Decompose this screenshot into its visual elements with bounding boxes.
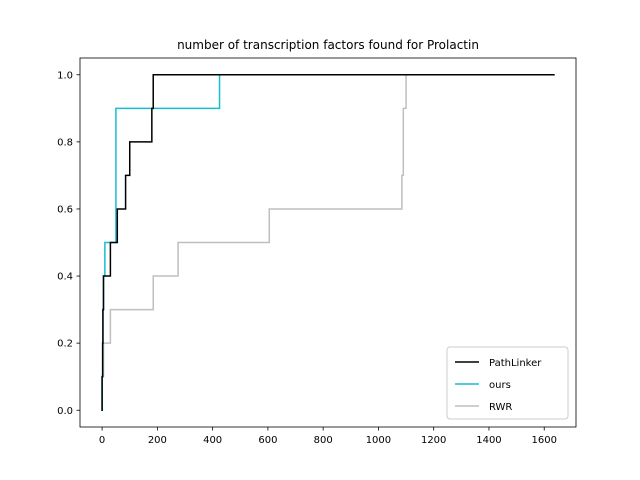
x-tick-label: 0 (99, 435, 105, 446)
x-tick-label: 600 (258, 435, 277, 446)
y-tick-label: 0.2 (57, 339, 73, 350)
legend-label-ours: ours (489, 380, 511, 391)
series-line-pathlinker (101, 74, 555, 411)
plot-lines (101, 74, 555, 411)
axes: 0 200 400 600 800 1000 1200 1400 1600 0.0 0.2 0.4 0.… (57, 57, 577, 446)
y-tick-label: 0.6 (57, 205, 73, 216)
x-tick-label: 1400 (476, 435, 501, 446)
chart-title: number of transcription factors found fo… (177, 38, 479, 52)
x-tick-label: 1200 (421, 435, 446, 446)
x-tick-label: 1600 (531, 435, 556, 446)
x-tick-label: 800 (314, 435, 333, 446)
x-tick-label: 200 (148, 435, 167, 446)
legend-label-rwr: RWR (489, 402, 512, 413)
y-tick-label: 0.8 (57, 137, 73, 148)
y-tick-label: 0.4 (57, 272, 73, 283)
legend-label-pathlinker: PathLinker (489, 358, 542, 369)
y-tick-label: 0.0 (57, 406, 73, 417)
plot-frame (79, 57, 577, 428)
y-tick-label: 1.0 (57, 70, 73, 81)
x-tick-label: 1000 (366, 435, 391, 446)
legend: PathLinker ours RWR (446, 346, 569, 420)
x-tick-label: 400 (203, 435, 222, 446)
legend-box (446, 346, 569, 420)
